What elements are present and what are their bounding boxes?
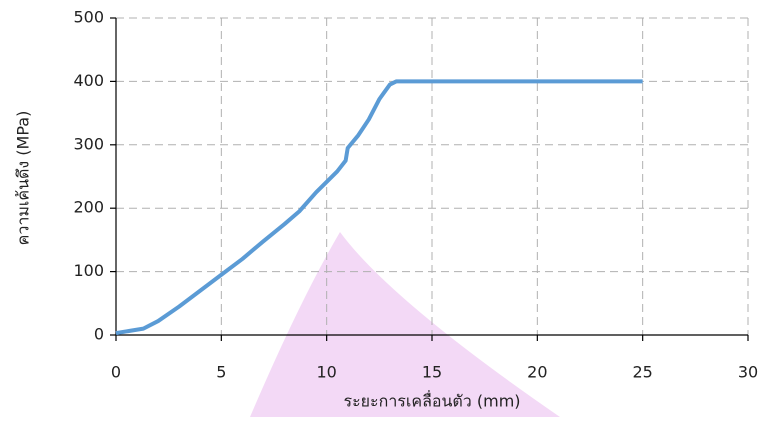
- x-tick-label: 10: [316, 363, 336, 382]
- x-axis-label: ระยะการเคลื่อนตัว (mm): [343, 390, 520, 411]
- x-tick-label: 0: [111, 363, 121, 382]
- y-tick-label: 100: [73, 261, 104, 280]
- watermark: [250, 232, 560, 417]
- y-tick-label: 200: [73, 198, 104, 217]
- data-line: [115, 79, 643, 336]
- x-tick-label: 25: [632, 363, 652, 382]
- y-tick-label: 300: [73, 134, 104, 153]
- y-tick-label: 400: [73, 71, 104, 90]
- y-tick-label: 500: [73, 8, 104, 27]
- x-tick-label: 20: [527, 363, 547, 382]
- x-tick-label: 5: [216, 363, 226, 382]
- y-axis-label: ความเค้นดึง (MPa): [14, 111, 33, 246]
- x-tick-label: 30: [738, 363, 758, 382]
- y-tick-label: 0: [94, 325, 104, 344]
- x-tick-label: 15: [422, 363, 442, 382]
